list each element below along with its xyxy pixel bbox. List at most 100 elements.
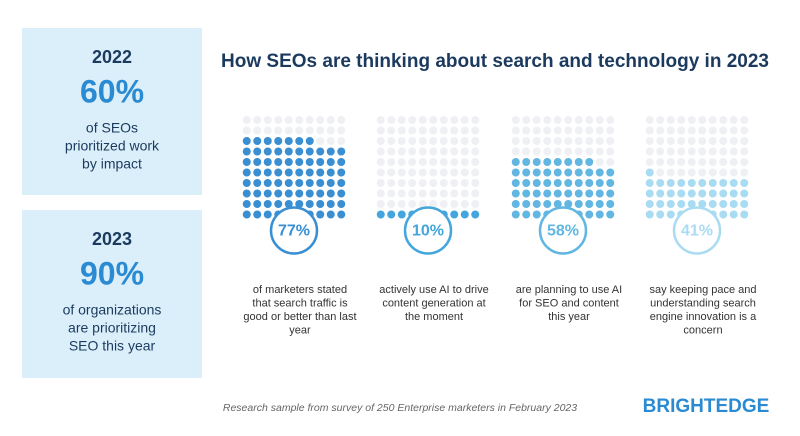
dot [740, 168, 749, 177]
dot [564, 179, 573, 187]
dot [729, 137, 738, 145]
dot [585, 158, 594, 166]
dot [429, 189, 438, 198]
dot [595, 116, 604, 124]
dot [337, 210, 346, 219]
dot [242, 137, 251, 145]
dot [397, 200, 406, 208]
dot [429, 168, 438, 177]
caption: of marketers stated [253, 284, 347, 296]
value-badge [538, 206, 588, 255]
dot [408, 168, 417, 177]
caption: are planning to use AI [516, 284, 622, 296]
dot [387, 147, 396, 156]
dot [677, 147, 686, 156]
dot [645, 158, 654, 166]
dot [284, 179, 293, 187]
dot [606, 200, 615, 208]
dot [645, 126, 654, 135]
empty-dots [242, 116, 346, 145]
dot [729, 147, 738, 156]
dot [263, 158, 272, 166]
dot [284, 116, 293, 124]
dot [263, 137, 272, 145]
dot [522, 189, 531, 198]
dot [729, 189, 738, 198]
dot [606, 137, 615, 145]
dot [645, 116, 654, 124]
dot [740, 200, 749, 208]
dot [522, 158, 531, 166]
dot [284, 200, 293, 208]
dot [687, 189, 696, 198]
dot [740, 189, 749, 198]
dot [553, 147, 562, 156]
dot [460, 189, 469, 198]
dot [522, 137, 531, 145]
dot [522, 179, 531, 187]
dot [397, 168, 406, 177]
caption: good or better than last [243, 311, 356, 323]
dot [471, 168, 480, 177]
dot [687, 147, 696, 156]
dot [242, 126, 251, 135]
dot [666, 147, 675, 156]
dot [471, 126, 480, 135]
dot [532, 137, 541, 145]
dot [253, 168, 262, 177]
dot [274, 137, 283, 145]
dot [284, 126, 293, 135]
dot [295, 126, 304, 135]
dot [606, 179, 615, 187]
dot [263, 168, 272, 177]
dot [564, 147, 573, 156]
dot [242, 116, 251, 124]
dot [595, 158, 604, 166]
dot [511, 179, 520, 187]
dot [460, 126, 469, 135]
dot [543, 147, 552, 156]
dot [305, 189, 314, 198]
dot [274, 179, 283, 187]
dot [397, 147, 406, 156]
dot [439, 126, 448, 135]
dot [595, 200, 604, 208]
dot [532, 200, 541, 208]
dot [677, 116, 686, 124]
dot [439, 189, 448, 198]
dot [274, 200, 283, 208]
dot [543, 189, 552, 198]
dot [656, 147, 665, 156]
dot [326, 126, 335, 135]
dot [376, 179, 385, 187]
dot [429, 116, 438, 124]
dot [677, 158, 686, 166]
dot [585, 189, 594, 198]
dot [450, 137, 459, 145]
dot [656, 126, 665, 135]
dot [666, 168, 675, 177]
panel-year: 2023 [92, 229, 132, 249]
dot [408, 189, 417, 198]
dot [740, 126, 749, 135]
dot [564, 158, 573, 166]
dot [532, 158, 541, 166]
dot [460, 158, 469, 166]
dot [729, 210, 738, 219]
dot [595, 126, 604, 135]
dot [543, 179, 552, 187]
dot [698, 179, 707, 187]
dot [326, 168, 335, 177]
dot [305, 158, 314, 166]
dot [564, 126, 573, 135]
dot [471, 179, 480, 187]
dot [666, 179, 675, 187]
dot [284, 147, 293, 156]
dot [532, 189, 541, 198]
caption: engine innovation is a [650, 311, 757, 323]
dot [532, 210, 541, 219]
dot [511, 210, 520, 219]
dot [418, 168, 427, 177]
panel-text: of organizations [63, 302, 162, 318]
dot [450, 116, 459, 124]
